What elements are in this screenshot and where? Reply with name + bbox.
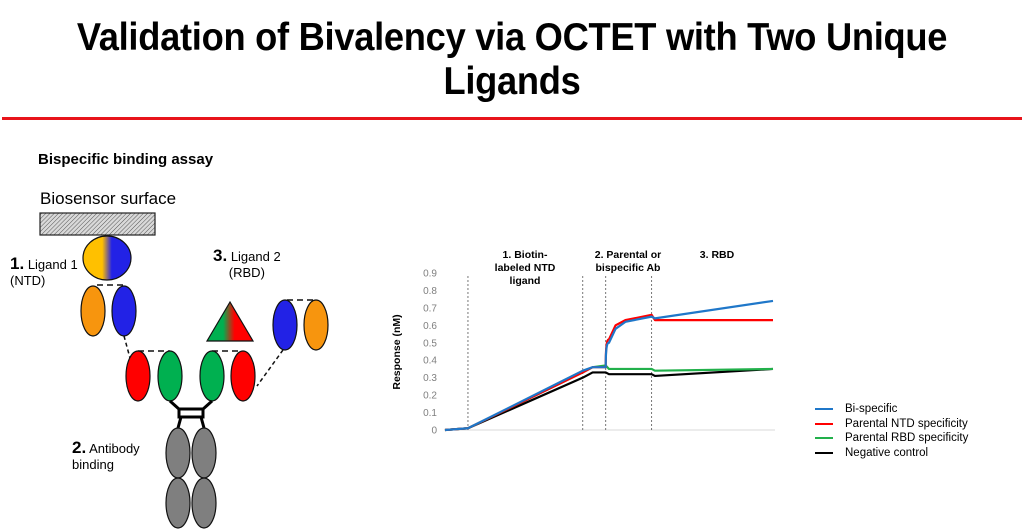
fab-blue-icon	[111, 285, 137, 337]
title-divider	[2, 117, 1022, 120]
step3-number: 3.	[213, 246, 228, 265]
step1-sub: (NTD)	[10, 273, 46, 288]
legend-swatch	[815, 437, 833, 440]
legend-item: Parental NTD specificity	[815, 417, 968, 432]
legend-item: Negative control	[815, 446, 968, 461]
antibody-arm-green-left	[157, 350, 183, 402]
phase-label: 2. Parental or	[595, 249, 662, 261]
y-tick-label: 0.6	[423, 321, 437, 332]
y-tick-label: 0.2	[423, 391, 437, 402]
y-axis-label: Response (nM)	[391, 314, 403, 389]
y-tick-label: 0.3	[423, 373, 437, 384]
antibody-arm-green-right	[199, 350, 225, 402]
phase-label: bispecific Ab	[596, 262, 661, 274]
legend-label: Bi-specific	[845, 403, 898, 416]
phase-boundaries	[467, 276, 653, 430]
rbd-ligand-icon	[205, 300, 255, 342]
y-tick-label: 0.9	[423, 269, 437, 280]
fc-domain-icon	[191, 477, 217, 529]
y-tick-label: 0.7	[423, 303, 437, 314]
series-line-negative-control	[444, 367, 774, 432]
ntd-ligand-icon	[82, 235, 132, 281]
legend-item: Bi-specific	[815, 402, 968, 417]
step2-sub: binding	[72, 457, 114, 472]
fc-domain-icon	[165, 477, 191, 529]
assay-schematic	[39, 212, 329, 529]
antibody-hinge	[168, 399, 214, 429]
fab-orange-right-icon	[303, 299, 329, 351]
y-tick-label: 0.8	[423, 286, 437, 297]
y-axis: 0 0.1 0.2 0.3 0.4 0.5 0.6 0.7 0.8 0.9	[423, 269, 437, 437]
legend-swatch	[815, 422, 833, 425]
series-line-bi-specific	[444, 299, 774, 432]
phase-label: ligand	[510, 275, 541, 287]
legend-label: Negative control	[845, 446, 929, 459]
step3-label: 3. Ligand 2 (RBD)	[213, 246, 281, 281]
legend-swatch	[815, 408, 833, 411]
step3-text: Ligand 2	[230, 249, 281, 264]
step2-number: 2.	[72, 438, 87, 457]
step3-sub: (RBD)	[228, 265, 265, 280]
phase-label: labeled NTD	[495, 262, 556, 274]
y-tick-label: 0.1	[423, 408, 437, 419]
chart-legend: Bi-specific Parental NTD specificity Paren…	[815, 402, 968, 460]
fab-orange-icon	[80, 285, 106, 337]
biosensor-surface	[39, 212, 156, 236]
octet-chart: 0 0.1 0.2 0.3 0.4 0.5 0.6 0.7 0.8 0.9 Response (n…	[391, 249, 775, 437]
legend-swatch	[815, 451, 833, 454]
y-tick-label: 0.4	[423, 356, 437, 367]
legend-label: Parental RBD specificity	[845, 432, 969, 445]
phase-label: 1. Biotin-	[503, 249, 548, 261]
step1-number: 1.	[10, 254, 25, 273]
phase-label: 3. RBD	[700, 249, 735, 261]
legend-label: Parental NTD specificity	[845, 417, 968, 430]
y-tick-label: 0	[431, 426, 437, 437]
step1-text: Ligand 1	[27, 257, 78, 272]
fc-domain-icon	[165, 427, 191, 479]
diagram-subtitle: Bispecific binding assay	[38, 151, 214, 168]
step2-label: 2. Antibody binding	[72, 438, 140, 473]
step1-label: 1. Ligand 1 (NTD)	[10, 254, 78, 289]
biosensor-surface-label: Biosensor surface	[40, 189, 177, 208]
antibody-arm-red-left	[125, 350, 151, 402]
fc-domain-icon	[191, 427, 217, 479]
antibody-arm-red-right	[230, 350, 256, 402]
step2-text: Antibody	[89, 441, 140, 456]
slide-title: Validation of Bivalency via OCTET with T…	[76, 16, 948, 103]
legend-item: Parental RBD specificity	[815, 431, 968, 446]
data-series	[444, 299, 774, 432]
fab-blue-right-icon	[272, 299, 298, 351]
y-tick-label: 0.5	[423, 338, 437, 349]
